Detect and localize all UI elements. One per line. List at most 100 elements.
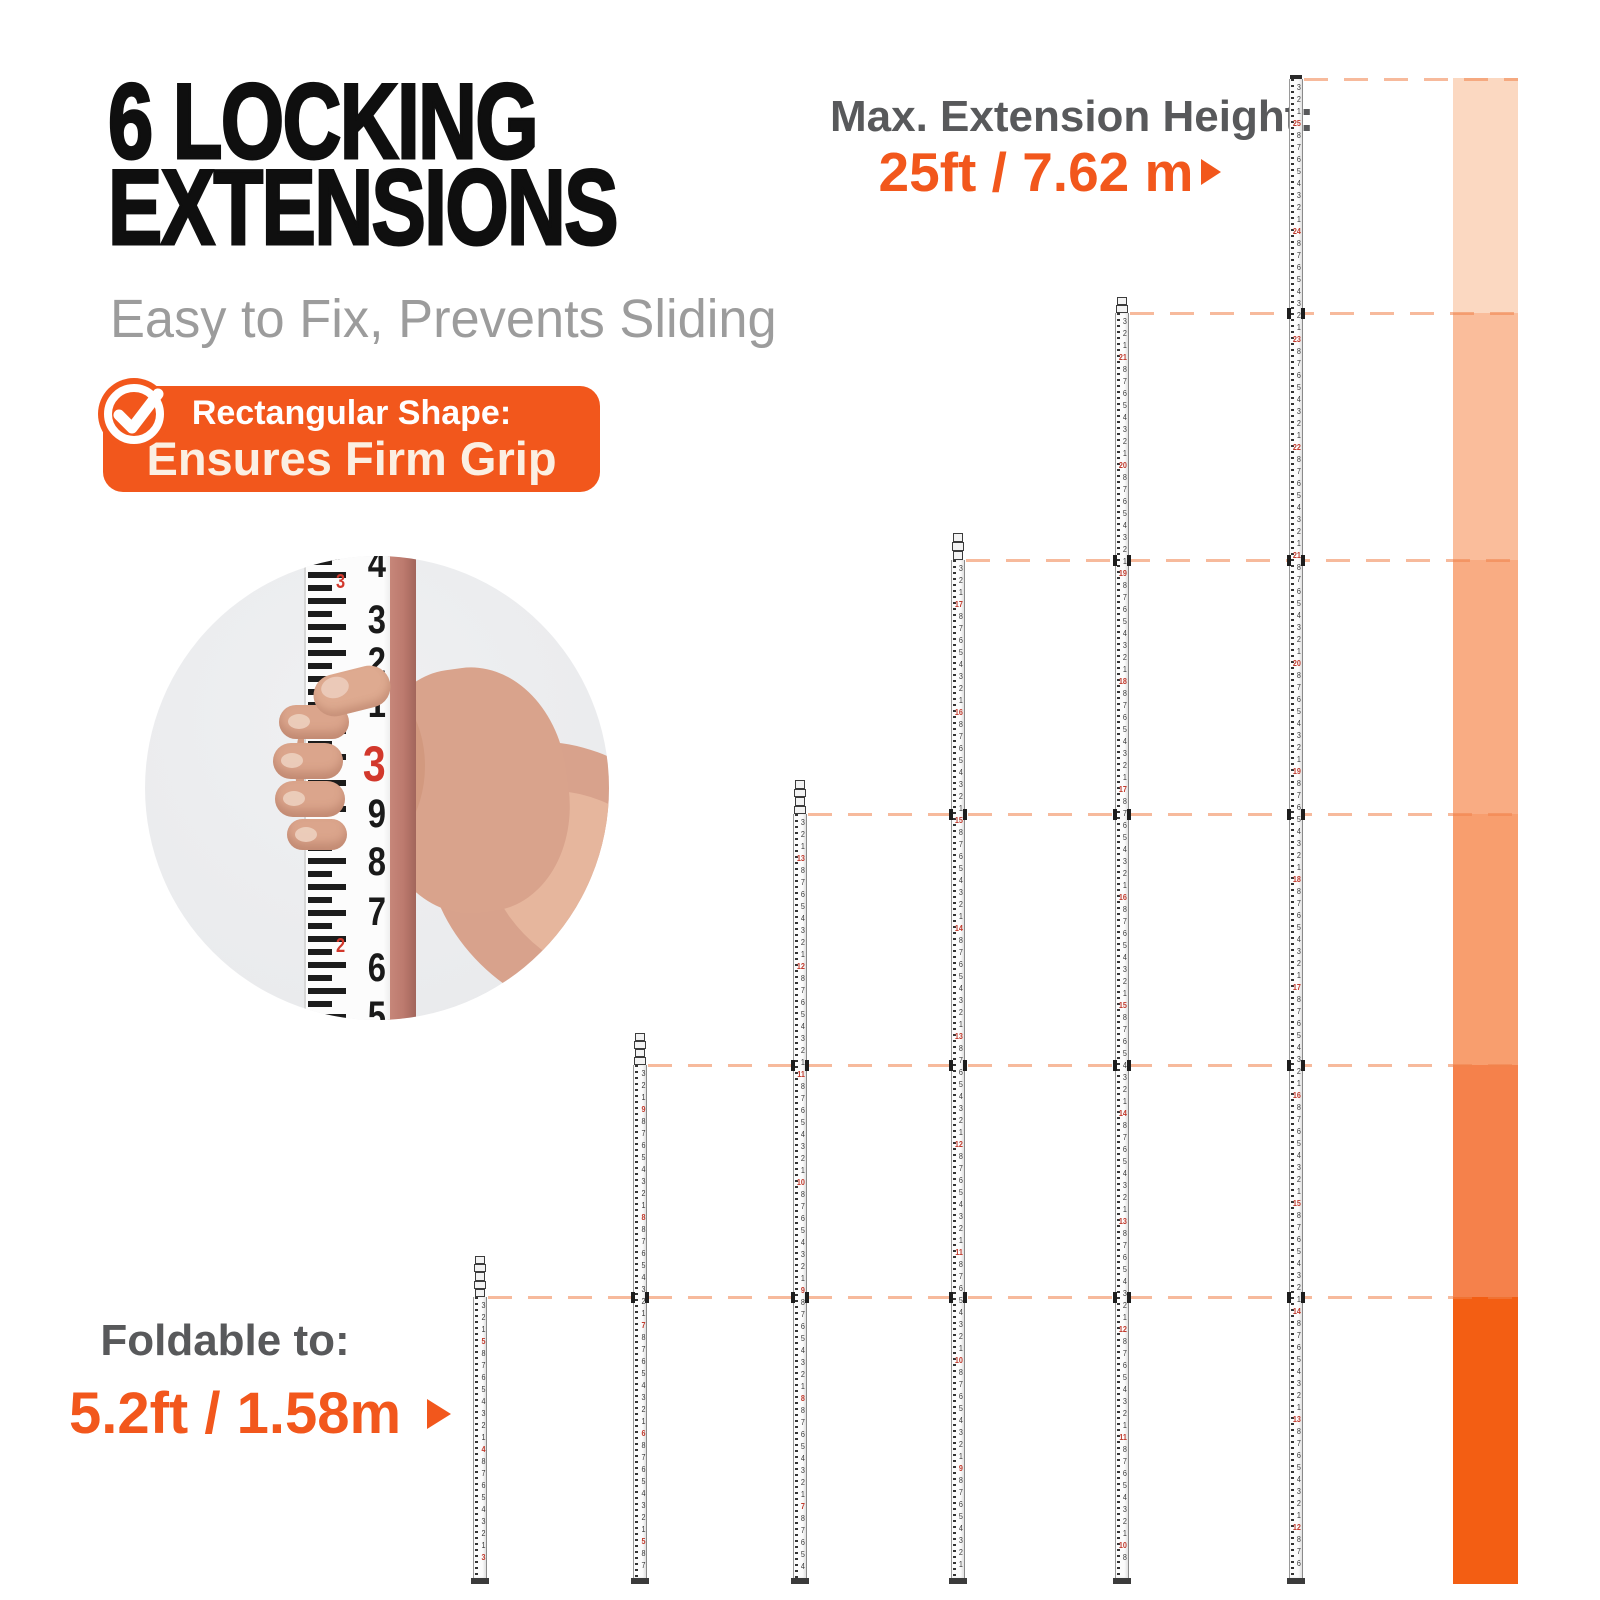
locking-clamp	[805, 1060, 809, 1071]
locking-clamp	[1113, 555, 1117, 566]
max-extension-value-text: 25ft / 7.62 m	[878, 141, 1194, 203]
locking-clamp	[949, 1292, 953, 1303]
locking-clamp	[1301, 308, 1305, 319]
rod-section-tip	[475, 1288, 485, 1297]
rod-scale-face: 3 2 1 13 8 7 6 5 4 3 2 1 12 8 7 6 5 4 3 2 1 11 8 7 6 5 4 3 2 1 10 8 7 6 5 4…	[793, 814, 807, 1578]
locking-clamp	[949, 809, 953, 820]
extension-level-dash-line	[488, 1296, 1518, 1299]
rod-section-tip	[475, 1272, 485, 1281]
rod-scale-digit: 3	[367, 598, 387, 642]
locking-clamp	[1113, 1292, 1117, 1303]
rod-scale-digits: 3 2 1 13 8 7 6 5 4 3 2 1 12 8 7 6 5 4 3 2 1 11 8 7 6 5 4 3 2 1 10 8 7 6 5 4…	[796, 818, 805, 1571]
locking-clamp	[1287, 555, 1291, 566]
height-bar-segment	[1453, 313, 1518, 560]
locking-clamp	[1127, 1060, 1131, 1071]
locking-clamp	[1287, 809, 1291, 820]
rod-tick-marks	[953, 560, 956, 1578]
title-line-1: 6 LOCKING	[107, 61, 540, 181]
feature-badge: Rectangular Shape: Ensures Firm Grip	[103, 386, 600, 492]
locking-clamp	[805, 1292, 809, 1303]
rod-scale-face: 3 2 1 25 8 7 6 5 4 3 2 1 24 8 7 6 5 4 3 2 1 23 8 7 6 5 4 3 2 1 22 8 7 6 5 4…	[1289, 79, 1303, 1578]
max-extension-label: Max. Extension Height:	[830, 92, 1315, 141]
rod-scale-digit: 6	[367, 946, 387, 990]
title-line-2: EXTENSIONS	[107, 147, 620, 267]
locking-clamp	[949, 1060, 953, 1071]
rod-scale-digit: 7	[367, 890, 387, 934]
rod-section-tip	[795, 797, 805, 806]
fingernail	[288, 714, 310, 729]
pinky-finger	[287, 819, 347, 850]
extension-level-dash-line	[966, 559, 1518, 562]
telescoping-rod: 3 2 1 21 8 7 6 5 4 3 2 1 20 8 7 6 5 4 3 2 1 19 8 7 6 5 4 3 2 1 18 8 7 6 5 4…	[1113, 297, 1131, 1584]
fingernail	[281, 753, 303, 768]
locking-clamp	[1301, 555, 1305, 566]
foldable-value-text: 5.2ft / 1.58m	[68, 1381, 402, 1446]
locking-clamp	[1127, 809, 1131, 820]
fingernail	[295, 827, 317, 842]
locking-clamp	[1287, 308, 1291, 319]
locking-clamp	[1113, 809, 1117, 820]
rod-section-tip	[794, 788, 806, 797]
rod-section-tip	[953, 533, 963, 542]
rod-scale-digit: 9	[367, 792, 387, 836]
rod-section-tip	[634, 1041, 646, 1049]
extension-level-dash-line	[808, 813, 1518, 816]
rod-section-tip	[794, 805, 806, 814]
rod-scale-digits: 3 2 1 25 8 7 6 5 4 3 2 1 24 8 7 6 5 4 3 2 1 23 8 7 6 5 4 3 2 1 22 8 7 6 5 4…	[1292, 83, 1301, 1568]
locking-clamp	[1287, 1292, 1291, 1303]
rod-section-tip	[1116, 305, 1128, 313]
rod-scale-face: 3 2 1 21 8 7 6 5 4 3 2 1 20 8 7 6 5 4 3 2 1 19 8 7 6 5 4 3 2 1 18 8 7 6 5 4…	[1115, 313, 1129, 1578]
rod-section-tip	[475, 1256, 485, 1265]
extension-level-dash-line	[1130, 312, 1518, 315]
right-triangle-icon	[1201, 159, 1222, 185]
rod-section-tip	[635, 1049, 645, 1057]
locking-clamp	[1287, 1060, 1291, 1071]
rod-tick-marks	[1291, 79, 1294, 1578]
ring-finger	[275, 781, 345, 817]
foldable-value: 5.2ft / 1.58m	[30, 1380, 490, 1447]
extension-level-dash-line	[648, 1064, 1518, 1067]
height-bar-segment	[1453, 1297, 1518, 1584]
locking-clamp	[1301, 809, 1305, 820]
rod-section-tip	[634, 1057, 646, 1065]
rod-section-tip	[474, 1264, 486, 1273]
rod-base-cap	[1287, 1578, 1305, 1584]
rod-base-cap	[1113, 1578, 1131, 1584]
locking-clamp	[963, 809, 967, 820]
fingernail	[283, 791, 305, 806]
locking-clamp	[1301, 1060, 1305, 1071]
rod-scale-digit: 8	[367, 840, 387, 884]
rod-scale-digit: 5	[367, 994, 387, 1020]
rod-tick-marks	[795, 814, 798, 1578]
locking-clamp	[1113, 1060, 1117, 1071]
telescoping-rod: 3 2 1 13 8 7 6 5 4 3 2 1 12 8 7 6 5 4 3 2 1 11 8 7 6 5 4 3 2 1 10 8 7 6 5 4…	[791, 780, 809, 1584]
rod-scale-digit: 4	[367, 556, 387, 586]
rod-tick-marks	[1117, 313, 1120, 1578]
rod-back-rail	[388, 556, 416, 1020]
locking-clamp	[963, 1292, 967, 1303]
extension-level-dash-line	[1304, 78, 1518, 81]
rod-scale-digits: 3 2 1 21 8 7 6 5 4 3 2 1 20 8 7 6 5 4 3 2 1 19 8 7 6 5 4 3 2 1 18 8 7 6 5 4…	[1118, 317, 1127, 1562]
telescoping-rod: 3 2 1 25 8 7 6 5 4 3 2 1 24 8 7 6 5 4 3 2 1 23 8 7 6 5 4 3 2 1 22 8 7 6 5 4…	[1287, 75, 1305, 1584]
foldable-label: Foldable to:	[100, 1316, 350, 1365]
height-bar-segment	[1453, 560, 1518, 814]
rod-scale-digit: 3	[362, 736, 386, 792]
locking-clamp	[963, 1060, 967, 1071]
telescoping-rod: 3 2 1 17 8 7 6 5 4 3 2 1 16 8 7 6 5 4 3 2 1 15 8 7 6 5 4 3 2 1 14 8 7 6 5 4…	[949, 533, 967, 1584]
rod-section-tip	[635, 1033, 645, 1041]
locking-clamp	[1127, 555, 1131, 566]
locking-clamp	[631, 1292, 635, 1303]
height-bar-segment	[1453, 78, 1518, 313]
right-triangle-icon	[427, 1398, 452, 1429]
rod-tick-marks	[635, 1065, 638, 1578]
rod-top-cap	[1290, 75, 1302, 79]
badge-line-2: Ensures Firm Grip	[146, 432, 557, 485]
height-bar-segment	[1453, 1065, 1518, 1297]
page-title: 6 LOCKING EXTENSIONS	[107, 61, 620, 267]
